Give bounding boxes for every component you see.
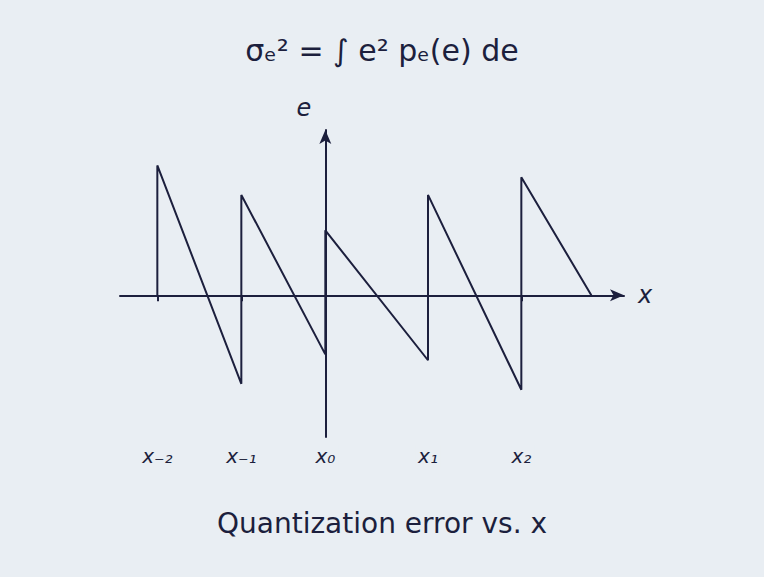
- svg-text:e: e: [297, 94, 312, 122]
- svg-text:x: x: [637, 281, 653, 309]
- svg-text:x₀: x₀: [314, 444, 335, 468]
- svg-text:Quantization error vs. x: Quantization error vs. x: [217, 507, 547, 540]
- svg-text:σₑ² = ∫ e² pₑ(e) de: σₑ² = ∫ e² pₑ(e) de: [245, 33, 518, 68]
- svg-text:x₋₂: x₋₂: [141, 444, 172, 468]
- svg-text:x₋₁: x₋₁: [225, 444, 256, 468]
- svg-text:x₁: x₁: [417, 444, 438, 468]
- svg-text:x₂: x₂: [510, 444, 531, 468]
